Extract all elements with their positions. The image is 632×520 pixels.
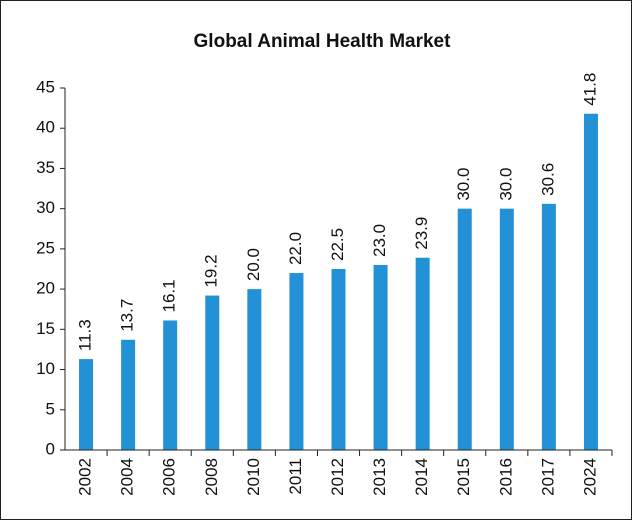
bar: [205, 295, 220, 450]
data-label: 16.1: [160, 279, 179, 312]
x-tick-label: 2024: [580, 458, 599, 496]
x-tick-label: 2015: [454, 458, 473, 496]
bar: [583, 113, 598, 451]
y-tick-label: 30: [36, 198, 55, 217]
y-tick-label: 10: [36, 359, 55, 378]
x-tick-label: 2011: [286, 458, 305, 495]
data-label: 41.8: [580, 73, 599, 106]
bar: [79, 359, 94, 450]
data-label: 30.0: [454, 168, 473, 201]
y-tick-label: 0: [46, 439, 55, 458]
data-label: 22.5: [328, 228, 347, 261]
bar: [289, 273, 304, 450]
bar: [457, 208, 472, 450]
bar: [373, 264, 388, 450]
y-tick-label: 20: [36, 279, 55, 298]
x-tick-label: 2013: [370, 458, 389, 496]
bar: [163, 320, 178, 450]
x-tick-label: 2008: [202, 458, 221, 496]
x-tick-label: 2002: [76, 458, 95, 496]
x-tick-label: 2012: [328, 458, 347, 496]
bar: [541, 203, 556, 450]
y-tick-label: 45: [36, 77, 55, 96]
y-tick-label: 25: [36, 238, 55, 257]
bar: [499, 208, 514, 450]
data-label: 30.6: [538, 163, 557, 196]
data-label: 13.7: [118, 299, 137, 332]
data-label: 22.0: [286, 232, 305, 265]
x-tick-label: 2006: [160, 458, 179, 496]
x-tick-label: 2016: [496, 458, 515, 496]
data-label: 23.0: [370, 224, 389, 257]
y-tick-label: 40: [36, 118, 55, 137]
y-tick-label: 15: [36, 319, 55, 338]
x-tick-label: 2017: [538, 458, 557, 496]
bar: [331, 269, 346, 450]
y-tick-label: 5: [46, 399, 55, 418]
bar: [415, 257, 430, 450]
y-tick-label: 35: [36, 158, 55, 177]
data-label: 20.0: [244, 248, 263, 281]
data-label: 11.3: [76, 319, 95, 351]
x-tick-label: 2004: [118, 458, 137, 496]
data-label: 30.0: [496, 168, 515, 201]
x-tick-label: 2010: [244, 458, 263, 496]
data-label: 23.9: [412, 217, 431, 250]
bar: [121, 339, 136, 450]
bar: [247, 289, 262, 450]
data-label: 19.2: [202, 254, 221, 287]
x-tick-label: 2014: [412, 458, 431, 496]
chart-title: Global Animal Health Market: [194, 31, 452, 52]
